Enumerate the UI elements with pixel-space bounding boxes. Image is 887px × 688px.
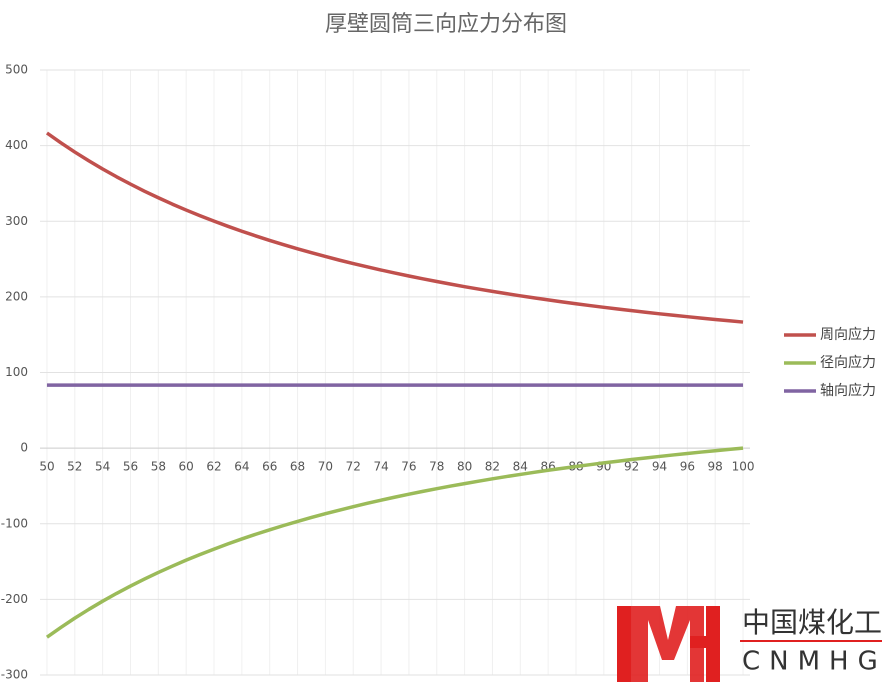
y-tick-label: 400 (5, 138, 28, 152)
series-line (45, 131, 744, 324)
x-tick-label: 96 (680, 460, 695, 474)
x-tick-label: 50 (39, 460, 54, 474)
watermark: 中国煤化工 CNMHG (617, 606, 887, 682)
y-tick-label: 200 (5, 289, 28, 303)
x-tick-label: 80 (457, 460, 472, 474)
x-tick-label: 84 (513, 460, 528, 474)
x-tick-label: 78 (429, 460, 444, 474)
y-tick-label: -300 (1, 668, 28, 682)
y-tick-label: -100 (1, 516, 28, 530)
x-tick-label: 100 (732, 460, 755, 474)
x-tick-label: 64 (234, 460, 249, 474)
watermark-text: 中国煤化工 (742, 606, 882, 639)
logo-m (631, 606, 704, 682)
y-tick-label: -200 (1, 592, 28, 606)
y-tick-label: 0 (20, 441, 28, 455)
x-tick-label: 56 (123, 460, 138, 474)
x-tick-label: 82 (485, 460, 500, 474)
legend-label: 轴向应力 (820, 382, 876, 399)
y-tick-label: 100 (5, 365, 28, 379)
x-tick-label: 98 (708, 460, 723, 474)
logo-rule (740, 640, 882, 642)
x-tick-label: 62 (206, 460, 221, 474)
x-tick-label: 92 (624, 460, 639, 474)
legend-label: 径向应力 (820, 354, 876, 371)
chart-title: 厚壁圆筒三向应力分布图 (325, 12, 567, 37)
x-tick-label: 72 (346, 460, 361, 474)
legend-label: 周向应力 (820, 326, 876, 343)
series-line (45, 446, 744, 639)
x-tick-label: 68 (290, 460, 305, 474)
x-tick-label: 54 (95, 460, 110, 474)
x-tick-label: 76 (401, 460, 416, 474)
x-tick-label: 52 (67, 460, 82, 474)
x-tick-label: 74 (373, 460, 388, 474)
x-tick-label: 70 (318, 460, 333, 474)
watermark-sub: CNMHG (742, 647, 887, 677)
y-tick-label: 300 (5, 214, 28, 228)
x-tick-label: 66 (262, 460, 277, 474)
x-tick-label: 60 (179, 460, 194, 474)
logo-bar (690, 636, 720, 648)
x-tick-label: 94 (652, 460, 667, 474)
x-tick-label: 58 (151, 460, 166, 474)
logo-bar (617, 606, 631, 682)
y-tick-label: 500 (5, 63, 28, 77)
